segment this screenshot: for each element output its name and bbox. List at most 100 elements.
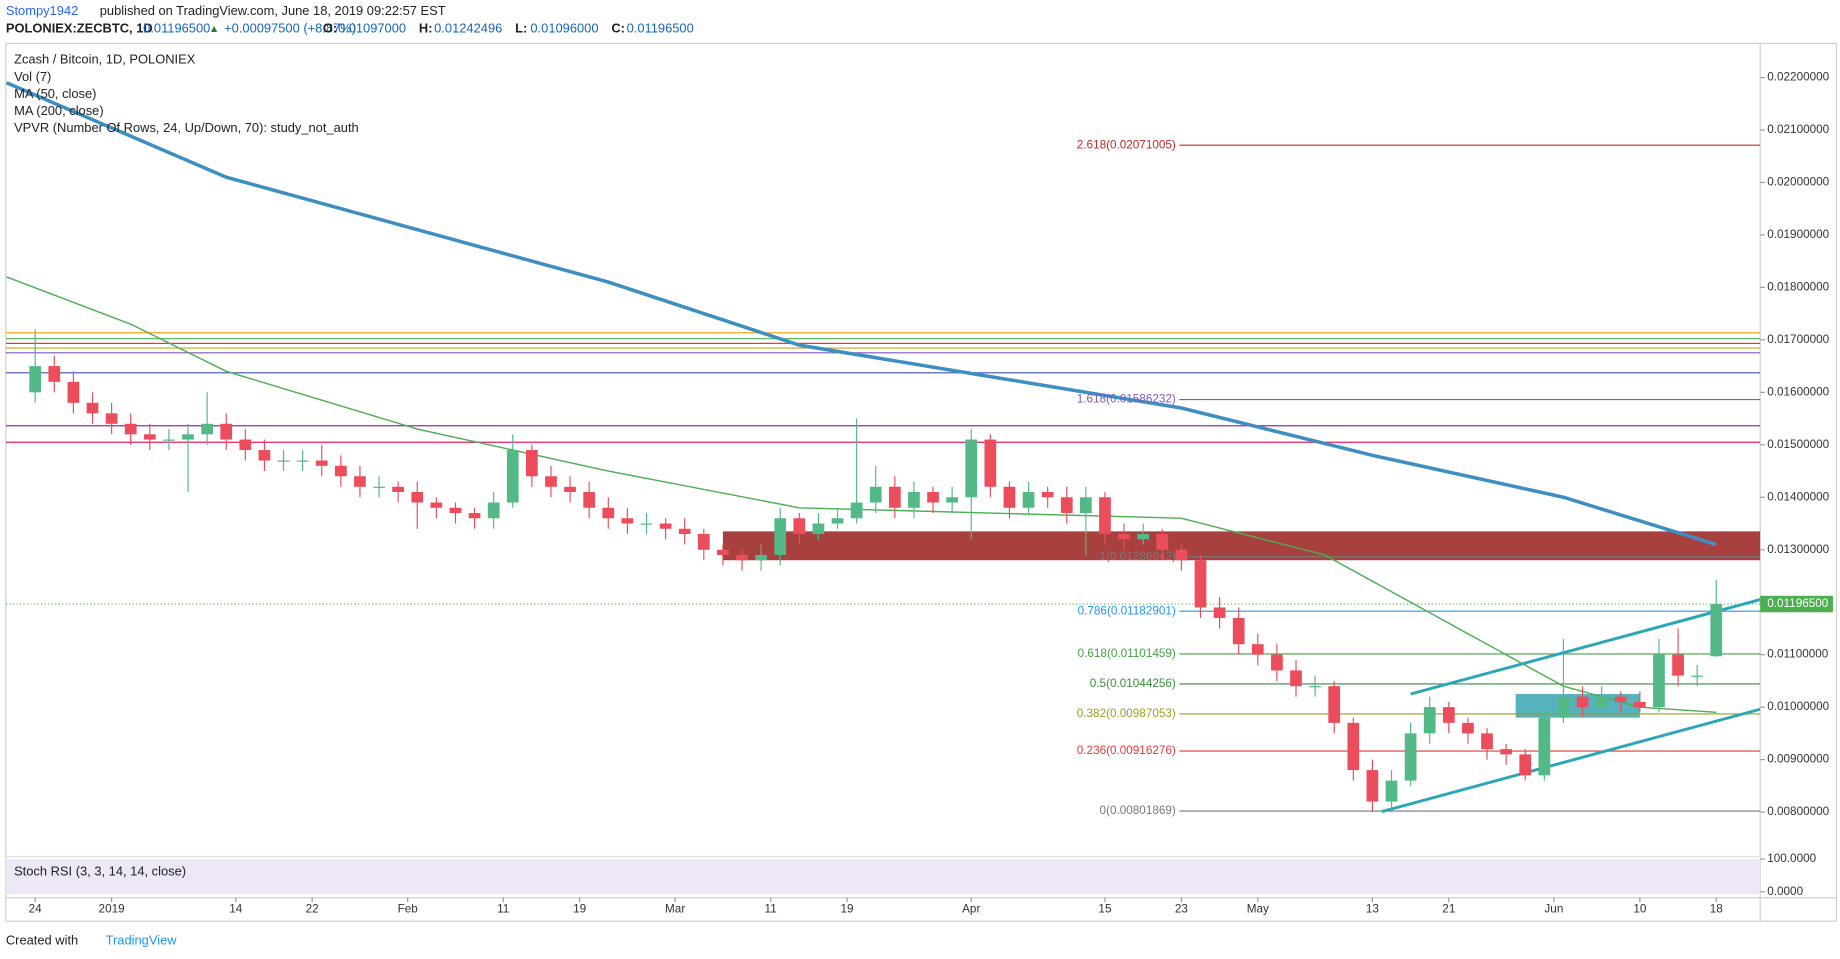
- candle-body: [1137, 533, 1150, 540]
- chart-frame: [5, 42, 1838, 922]
- x-tick-label: 24: [29, 903, 43, 916]
- candle-body: [1118, 533, 1130, 540]
- candle-body: [697, 533, 710, 550]
- fib-label: 2.618(0.02071005): [1077, 138, 1176, 151]
- candle-body: [1213, 607, 1226, 618]
- candle-body: [659, 523, 672, 529]
- stoch-tick-label: 100.0000: [1767, 852, 1816, 865]
- study-label: VPVR (Number Of Rows, 24, Up/Down, 70): …: [14, 120, 359, 135]
- trendline: [1381, 707, 1761, 813]
- ohlc-value: 0.01096000: [530, 21, 598, 36]
- y-tick-label: 0.02100000: [1767, 123, 1829, 136]
- footer-created: Created with: [6, 933, 78, 948]
- candle-body: [640, 523, 653, 525]
- y-tick-label: 0.02200000: [1767, 71, 1829, 84]
- ohlc-key: L:: [515, 21, 527, 36]
- candle-body: [774, 518, 787, 555]
- candle-body: [927, 492, 939, 503]
- x-tick-label: Apr: [962, 903, 980, 916]
- price-label-box: [1760, 595, 1833, 613]
- candle-body: [201, 423, 213, 435]
- symbol: POLONIEX:ZECBTC, 1D: [6, 21, 153, 36]
- x-tick-label: 21: [1442, 903, 1455, 916]
- price-label: 0.01196500: [1767, 597, 1829, 610]
- candle-body: [315, 460, 328, 466]
- y-tick-label: 0.02000000: [1767, 176, 1829, 189]
- x-tick-label: 14: [229, 903, 243, 916]
- candle-body: [946, 497, 959, 503]
- candle-body: [564, 486, 576, 493]
- candle-body: [1060, 497, 1073, 514]
- x-tick-label: 11: [765, 903, 777, 916]
- fib-label: 1.618(0.01586232): [1077, 393, 1176, 406]
- candle-body: [296, 460, 309, 462]
- candle-body: [545, 476, 557, 487]
- y-tick-label: 0.01000000: [1767, 700, 1829, 713]
- x-tick-label: 15: [1098, 903, 1112, 916]
- candle-body: [411, 492, 424, 503]
- fib-label: 0.786(0.01182901): [1078, 604, 1176, 617]
- candle-body: [86, 402, 99, 414]
- change: +0.00097500 (+8.87%): [224, 21, 356, 36]
- stoch-tick-label: 0.0000: [1767, 885, 1803, 898]
- study-label: Vol (7): [14, 69, 51, 84]
- candle-body: [812, 523, 825, 534]
- x-tick-label: Mar: [665, 903, 685, 916]
- candle-body: [1099, 497, 1111, 534]
- candle-body: [1633, 701, 1646, 708]
- candle-body: [1557, 696, 1570, 718]
- candle-body: [1366, 770, 1379, 802]
- candle-body: [965, 439, 978, 498]
- candle-body: [277, 460, 290, 462]
- candle-body: [850, 502, 863, 519]
- fib-label: 0.618(0.01101459): [1078, 647, 1176, 660]
- x-tick-label: Feb: [398, 903, 419, 916]
- candle-body: [239, 439, 252, 451]
- candle-body: [1576, 696, 1589, 708]
- fib-label: 0.236(0.00916276): [1077, 744, 1176, 757]
- chart-title: Zcash / Bitcoin, 1D, POLONIEX: [14, 51, 196, 66]
- candle-body: [1653, 654, 1665, 708]
- candle-body: [354, 476, 366, 487]
- footer-brand[interactable]: TradingView: [106, 933, 178, 948]
- candle-body: [1404, 733, 1417, 781]
- candle-body: [1423, 707, 1436, 734]
- x-tick-label: 19: [573, 903, 586, 916]
- candle-body: [487, 502, 500, 519]
- y-tick-label: 0.01700000: [1767, 333, 1829, 346]
- candle-body: [392, 486, 405, 493]
- y-tick-label: 0.01900000: [1767, 228, 1829, 241]
- candle-body: [1175, 549, 1188, 561]
- stoch-label: Stoch RSI (3, 3, 14, 14, close): [14, 863, 186, 878]
- y-tick-label: 0.01600000: [1767, 385, 1829, 398]
- candle-body: [1347, 722, 1360, 771]
- candle-body: [1022, 492, 1035, 508]
- candle-body: [105, 413, 118, 424]
- fib-label: 0.382(0.00987053): [1077, 707, 1176, 720]
- y-tick-label: 0.01800000: [1767, 280, 1829, 293]
- candle-body: [583, 492, 596, 508]
- author[interactable]: Stompy1942: [6, 3, 78, 18]
- candle-body: [1328, 686, 1341, 723]
- candle-body: [1079, 497, 1092, 514]
- y-tick-label: 0.00900000: [1767, 753, 1829, 766]
- candle-body: [143, 434, 156, 440]
- candle-body: [1251, 644, 1264, 655]
- candle-body: [1691, 675, 1704, 677]
- x-tick-label: 22: [306, 903, 319, 916]
- plot: [5, 81, 1761, 813]
- candle-body: [124, 423, 137, 435]
- candle-body: [526, 450, 538, 477]
- candle-body: [220, 423, 233, 440]
- ohlc-key: C:: [611, 21, 625, 36]
- candle-body: [831, 518, 844, 524]
- x-tick-label: 13: [1366, 903, 1379, 916]
- candle-body: [29, 366, 42, 393]
- candle-body: [1385, 780, 1398, 802]
- candle-body: [621, 518, 634, 524]
- y-tick-label: 0.01500000: [1767, 438, 1829, 451]
- candle-body: [1481, 733, 1493, 750]
- study-label: MA (200, close): [14, 103, 104, 118]
